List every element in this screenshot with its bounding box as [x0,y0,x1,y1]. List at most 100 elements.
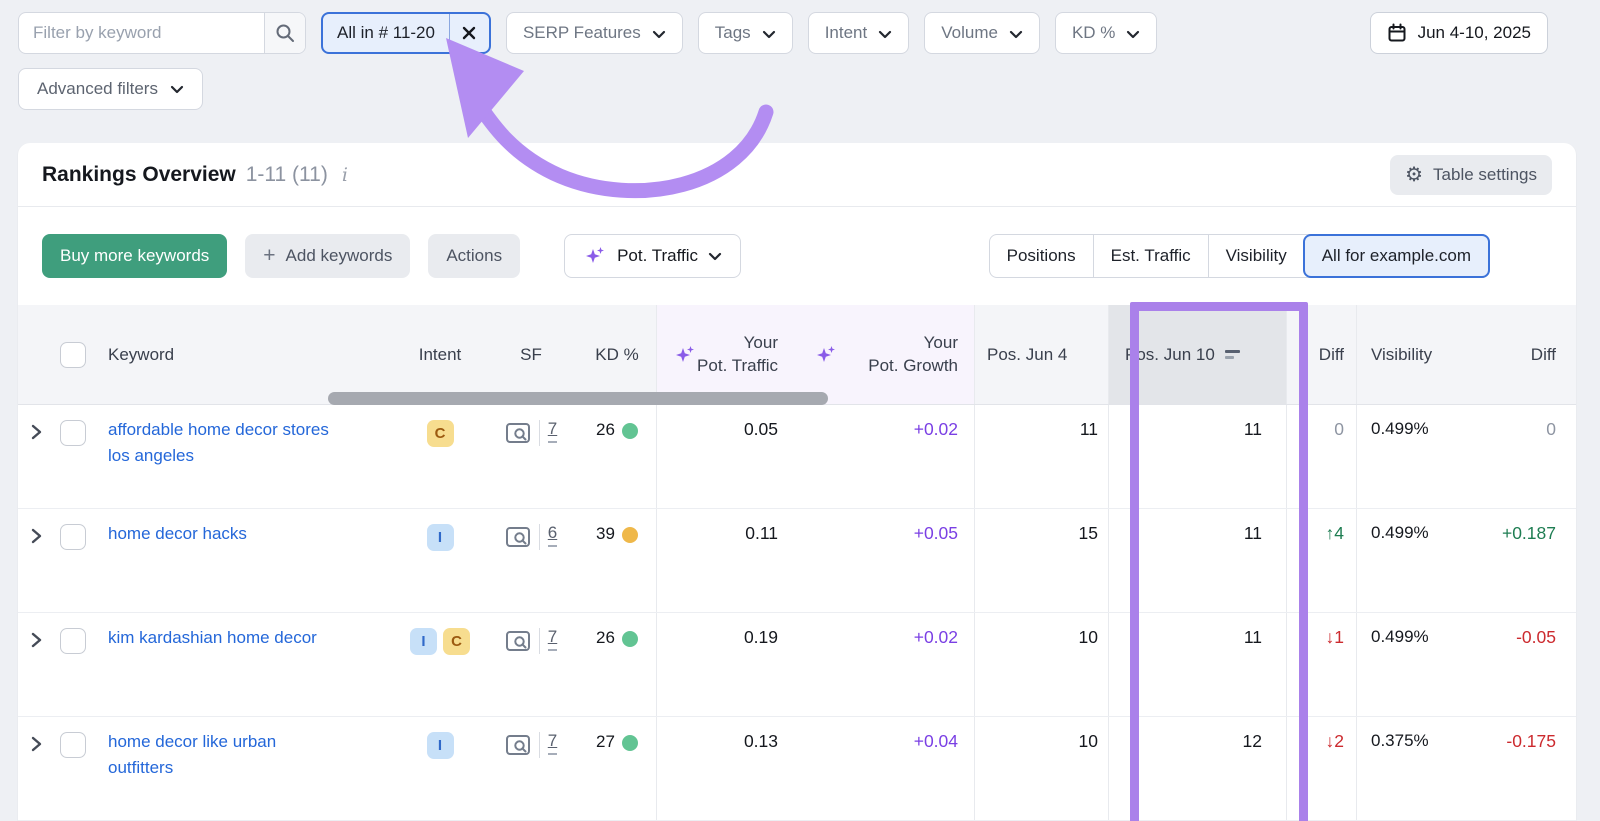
intent-dropdown[interactable]: Intent [807,12,910,54]
pos-jun4-value: 15 [974,509,1108,612]
divider [538,628,540,654]
tab-est-traffic[interactable]: Est. Traffic [1092,235,1208,277]
card-header: Rankings Overview 1-11 (11) i ⚙ Table se… [18,143,1576,207]
rankings-table: Keyword Intent SF KD % Your Pot. Traffic [18,305,1576,821]
tab-positions[interactable]: Positions [1006,246,1076,265]
sf-count-link[interactable]: 7 [547,419,558,443]
keyword-link[interactable]: affordable home decor stores los angeles [108,420,329,465]
sf-count-link[interactable]: 7 [547,731,558,755]
metric-dropdown-label: Pot. Traffic [617,246,699,265]
rankings-overview-card: Rankings Overview 1-11 (11) i ⚙ Table se… [18,143,1576,821]
sf-count-link[interactable]: 6 [547,523,558,547]
chevron-right-icon [31,424,42,440]
expand-row-button[interactable] [30,528,42,544]
position-diff-value: ↓1 [1286,613,1356,716]
serp-features-dropdown[interactable]: SERP Features [505,12,683,54]
row-checkbox[interactable] [60,628,86,654]
chevron-down-icon [170,85,184,93]
tab-visibility[interactable]: Visibility [1207,235,1304,277]
sf-count-link[interactable]: 7 [547,627,558,651]
info-icon[interactable]: i [341,163,348,186]
expand-row-button[interactable] [30,424,42,440]
chevron-right-icon [31,528,42,544]
expand-row-button[interactable] [30,736,42,752]
pot-growth-value: +0.04 [913,731,958,751]
intent-badge-commercial[interactable]: C [426,420,454,447]
visibility-diff-value: -0.175 [1506,731,1556,751]
intent-badge-informational[interactable]: I [410,628,437,655]
table-toolbar: Buy more keywords + Add keywords Actions… [18,207,1576,305]
metric-dropdown-button[interactable]: Pot. Traffic [564,234,742,278]
col-header-sf[interactable]: SF [520,344,542,364]
search-button[interactable] [264,13,305,53]
volume-dropdown[interactable]: Volume [924,12,1040,54]
table-header-row: Keyword Intent SF KD % Your Pot. Traffic [18,305,1576,405]
page-title: Rankings Overview [42,162,236,186]
keyword-link[interactable]: home decor hacks [108,524,247,543]
pos-jun4-value: 10 [974,613,1108,716]
col-header-diff[interactable]: Diff [1286,305,1356,404]
remove-filter-button[interactable] [448,14,489,52]
add-keywords-label: Add keywords [285,246,393,265]
keyword-link[interactable]: home decor like urban outfitters [108,732,277,777]
actions-button[interactable]: Actions [428,234,521,278]
visibility-value: 0.499% [1356,509,1468,612]
col-header-intent[interactable]: Intent [418,344,462,364]
add-keywords-button[interactable]: + Add keywords [245,234,411,278]
serp-features-icon[interactable] [505,421,531,445]
visibility-value: 0.375% [1356,717,1468,820]
position-filter-label[interactable]: All in # 11-20 [337,23,435,42]
expand-row-button[interactable] [30,632,42,648]
pos-jun10-header-label: Pos. Jun 10 [1125,344,1215,364]
chevron-down-icon [652,30,665,38]
serp-features-icon[interactable] [505,733,531,757]
chevron-right-icon [31,736,42,752]
select-all-checkbox[interactable] [60,341,86,368]
gear-icon: ⚙ [1405,163,1424,186]
table-row: home decor hacks I 6 39 0.11 +0.05 15 11… [18,509,1576,613]
chevron-down-icon [1009,30,1023,38]
date-range-picker[interactable]: Jun 4-10, 2025 [1369,12,1548,54]
sparkles-icon [676,345,694,362]
row-checkbox[interactable] [60,732,86,758]
horizontal-scrollbar[interactable] [328,392,828,405]
col-header-pos-jun10[interactable]: Pos. Jun 10 [1108,305,1286,404]
col-header-pot-growth[interactable]: Your Pot. Growth [798,305,974,404]
kd-difficulty-dot [621,735,638,751]
pot-growth-value: +0.05 [913,523,958,543]
intent-badge-informational[interactable]: I [426,524,454,551]
table-settings-button[interactable]: ⚙ Table settings [1390,154,1552,195]
calendar-icon [1388,23,1406,42]
col-header-pot-traffic[interactable]: Your Pot. Traffic [656,305,798,404]
sparkles-icon [817,345,835,362]
table-row: kim kardashian home decor I C 7 26 0.19 … [18,613,1576,717]
kd-dropdown[interactable]: KD % [1054,12,1158,54]
keyword-link[interactable]: kim kardashian home decor [108,628,317,647]
advanced-filters-dropdown[interactable]: Advanced filters [18,68,203,110]
intent-badge-commercial[interactable]: C [443,628,470,655]
col-header-visibility[interactable]: Visibility [1356,305,1468,404]
chevron-down-icon [1127,30,1140,38]
tags-dropdown[interactable]: Tags [697,12,793,54]
row-checkbox[interactable] [60,420,86,446]
plus-icon: + [263,243,276,267]
serp-features-icon[interactable] [505,629,531,653]
buy-more-keywords-button[interactable]: Buy more keywords [42,234,228,278]
pot-traffic-value: 0.11 [656,509,798,612]
col-header-keyword[interactable]: Keyword [108,344,175,364]
kd-difficulty-dot [621,423,638,439]
col-header-visibility-diff[interactable]: Diff [1530,344,1556,364]
col-header-kd[interactable]: KD % [595,344,639,364]
pot-growth-value: +0.02 [913,419,958,439]
row-checkbox[interactable] [60,524,86,550]
intent-badge-informational[interactable]: I [426,732,454,759]
chevron-right-icon [31,632,42,648]
tab-all-for-domain[interactable]: All for example.com [1302,234,1490,278]
col-header-pos-jun4[interactable]: Pos. Jun 4 [974,305,1108,404]
kd-difficulty-dot [621,527,638,543]
keyword-filter-input[interactable] [19,13,264,53]
serp-features-icon[interactable] [505,525,531,549]
tags-dropdown-label: Tags [714,23,751,42]
pot-growth-value: +0.02 [913,627,958,647]
kd-value: 39 [596,524,615,543]
